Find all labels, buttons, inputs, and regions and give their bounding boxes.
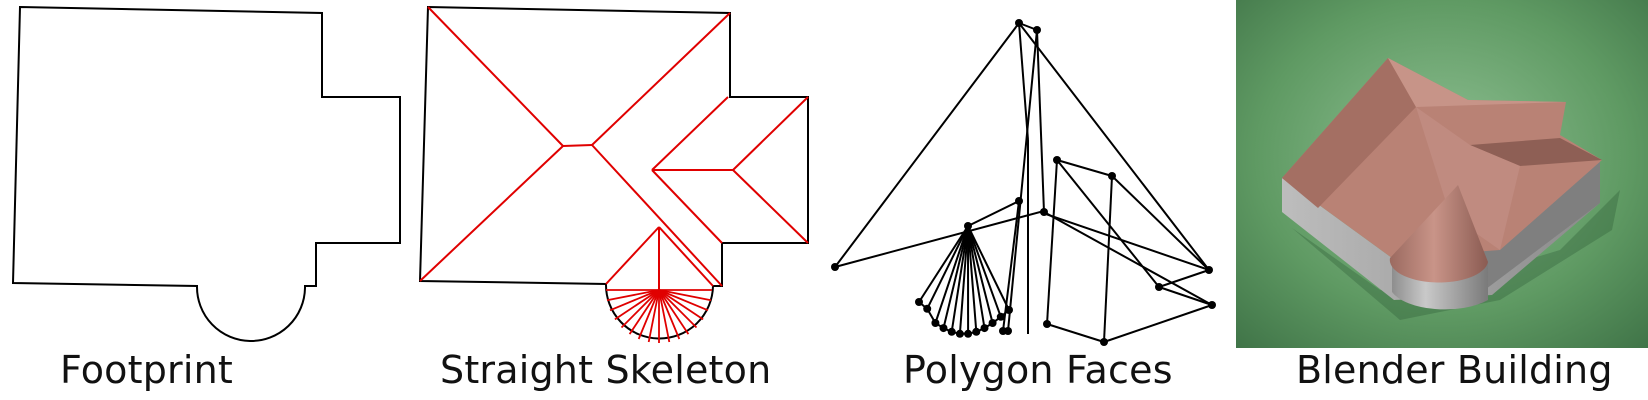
faces-vertex-dot [964, 329, 973, 338]
skeleton-fan-line [609, 289, 660, 312]
caption-blender-building: Blender Building [1296, 348, 1613, 392]
blender-walls [1282, 160, 1600, 300]
skeleton-fan-line [658, 289, 712, 302]
faces-vertex-dot [964, 222, 972, 230]
faces-fan-line [926, 225, 969, 310]
blender-panel [1236, 0, 1648, 348]
faces-vertex-dot [931, 319, 940, 327]
blender-roof-shade-3 [1470, 138, 1602, 166]
skeleton-fan-line [614, 289, 660, 321]
skeleton-fan-line [658, 289, 698, 329]
skeleton-fan-line [647, 289, 660, 343]
footprint-panel [11, 5, 401, 342]
blender-roof-shade-2 [1388, 58, 1566, 107]
skeleton-fan-line [658, 289, 709, 312]
faces-vertex-dot [1040, 208, 1048, 216]
faces-panel [831, 19, 1216, 346]
skeleton-panel [418, 5, 809, 343]
faces-vertex-dot [1155, 283, 1163, 291]
skeleton-fan-line [658, 289, 671, 343]
faces-fan-line [918, 225, 969, 303]
skeleton-fan-line [620, 289, 660, 329]
faces-vertex-dot [988, 319, 997, 327]
caption-straight-skeleton: Straight Skeleton [440, 348, 772, 392]
skeleton-fan-line [658, 289, 681, 340]
faces-vertex-dot [1015, 19, 1023, 27]
skeleton-lines [419, 6, 809, 290]
faces-vertex-dot [1033, 26, 1041, 34]
faces-vertex-dot [1205, 266, 1213, 274]
skeleton-fan-line [628, 289, 660, 335]
footprint-outline [11, 5, 401, 342]
faces-fan-line [942, 225, 969, 329]
skeleton-fan-line [637, 289, 660, 340]
faces-vertex-dot [831, 263, 839, 271]
faces-fan-line [967, 225, 1010, 311]
faces-vertex-dot [1053, 156, 1061, 164]
faces-fan-line [967, 225, 994, 324]
skeleton-fan-lines [606, 289, 712, 343]
skeleton-fan-line [658, 289, 690, 335]
faces-vertex-dot [1005, 306, 1013, 314]
blender-roof-shade-4 [1416, 107, 1520, 250]
faces-vertex-dot [947, 327, 956, 336]
blender-roof-shade-1 [1282, 58, 1416, 208]
faces-vertex-dot [980, 324, 989, 333]
faces-vertex-dot [1100, 338, 1108, 346]
faces-fan-line [967, 225, 1002, 318]
faces-fan-line [958, 225, 969, 334]
caption-footprint: Footprint [60, 348, 233, 392]
faces-vertex-dot [1015, 197, 1023, 205]
blender-shadow [1292, 190, 1620, 320]
faces-fan-lines [918, 225, 1010, 335]
faces-vertices [831, 19, 1216, 346]
blender-tower-cone [1389, 185, 1488, 283]
faces-vertex-dot [1004, 327, 1012, 335]
skeleton-outline [418, 5, 809, 340]
skeleton-fan-line [658, 289, 704, 321]
skeleton-fan-line [606, 289, 660, 302]
faces-vertex-dot [923, 304, 932, 313]
faces-fan-line [967, 225, 978, 332]
blender-wall-front [1480, 160, 1600, 292]
faces-fan-arc [918, 301, 1010, 335]
faces-vertex-dot [915, 298, 923, 306]
faces-vertex-dot [996, 312, 1005, 321]
faces-vertex-dot [1108, 172, 1116, 180]
faces-vertex-dot [939, 324, 948, 333]
faces-fan-line [934, 225, 969, 324]
faces-fan-line [950, 225, 969, 332]
faces-vertex-dot [955, 329, 964, 338]
caption-polygon-faces: Polygon Faces [903, 348, 1173, 392]
faces-vertex-dot [1043, 320, 1051, 328]
faces-fan-line [967, 225, 986, 329]
faces-vertex-dot [1208, 301, 1216, 309]
faces-vertex-dot [972, 327, 981, 336]
